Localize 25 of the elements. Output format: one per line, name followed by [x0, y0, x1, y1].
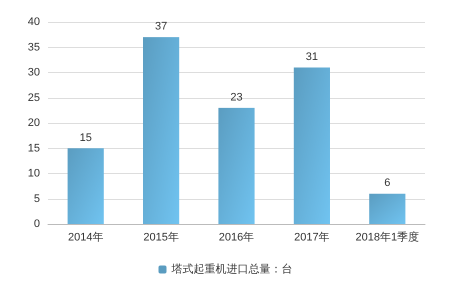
- bar: [68, 148, 104, 224]
- data-label: 23: [230, 91, 243, 104]
- data-label: 31: [306, 50, 318, 63]
- bar: [369, 194, 406, 224]
- x-tick-label: 2016年: [218, 232, 254, 244]
- bar: [294, 67, 330, 224]
- legend-label: 塔式起重机进口总量：台: [170, 262, 292, 276]
- y-tick-label: 30: [28, 66, 40, 78]
- data-label: 37: [154, 20, 168, 33]
- y-tick-label: 5: [34, 192, 40, 205]
- y-tick-label: 0: [34, 218, 40, 230]
- y-tick-label: 15: [28, 142, 40, 154]
- y-tick-label: 25: [28, 92, 40, 104]
- y-tick-label: 10: [28, 168, 40, 180]
- y-tick-label: 35: [28, 41, 40, 54]
- x-tick-label: 2015年: [143, 232, 179, 244]
- y-tick-label: 40: [28, 16, 40, 28]
- x-tick-label: 2014年: [68, 232, 104, 244]
- data-label: 15: [80, 132, 92, 144]
- bar: [143, 37, 180, 224]
- x-tick-label: 2018年1季度: [356, 230, 420, 244]
- data-label: 6: [384, 177, 390, 190]
- y-tick-label: 20: [28, 117, 40, 129]
- bar: [218, 108, 255, 224]
- x-tick-label: 2017年: [294, 232, 330, 244]
